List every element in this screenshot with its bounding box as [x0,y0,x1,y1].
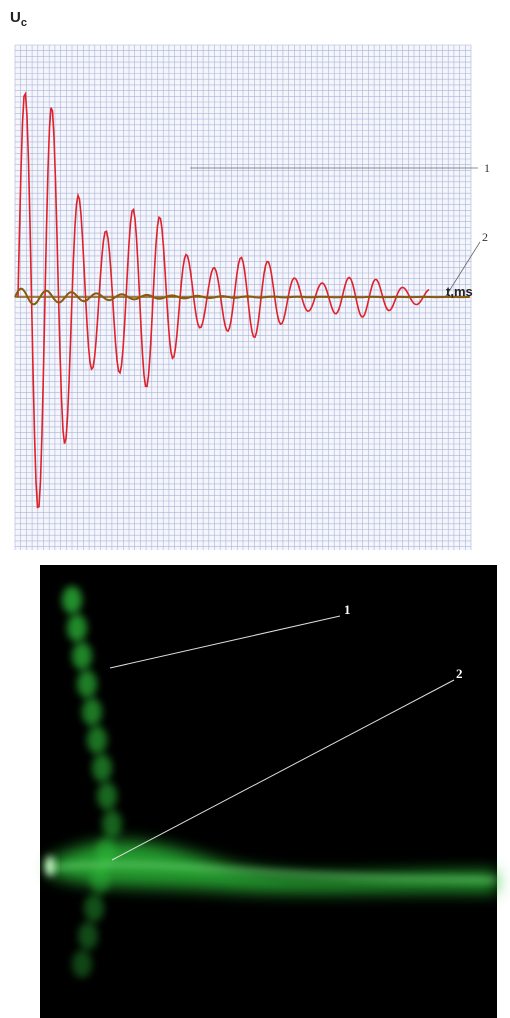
glow-blob [72,950,92,978]
glow-band [50,841,497,893]
callout-label: 2 [482,230,488,244]
glow-blob [97,782,117,810]
glow-blob [72,642,92,670]
signal-curve-1 [17,91,430,509]
callout-label: 1 [344,602,351,617]
glow-blob [102,810,122,838]
glow-blob [92,754,112,782]
glow-trace [45,586,498,978]
glow-blob [84,894,104,922]
glow-core [49,863,498,882]
glow-blob [82,698,102,726]
glow-spot [45,856,55,876]
glow-blob [77,670,97,698]
x-axis-label: t,ms [446,284,473,299]
callout-line [111,679,455,861]
y-axis-label-main: U [10,9,21,26]
glow-blob [87,726,107,754]
y-axis-label-subscript: c [21,17,27,29]
glow-blob [67,614,87,642]
callout-line [109,615,341,669]
callout-label: 2 [456,666,463,681]
glow-blob [62,586,82,614]
callout-label: 1 [484,161,490,175]
callout-line [445,241,481,297]
glow-blob [78,922,98,950]
y-axis-label: Uc [10,9,27,29]
